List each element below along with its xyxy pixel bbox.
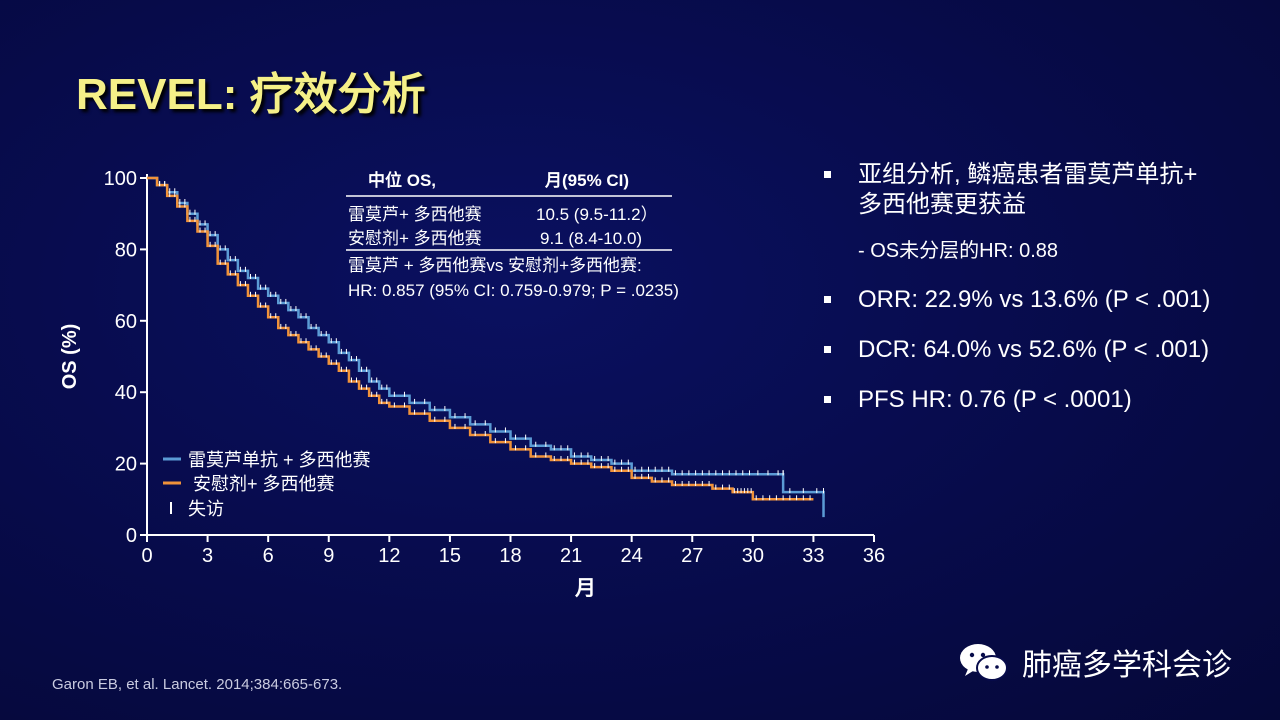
x-tick-label: 36 <box>863 545 885 567</box>
bullet-square-icon <box>824 346 831 353</box>
x-tick-label: 3 <box>202 545 213 567</box>
y-tick-label: 0 <box>126 525 137 547</box>
table-row-pbo-value: 9.1 (8.4-10.0) <box>540 229 642 248</box>
bullet-subgroup-line1: 亚组分析, 鳞癌患者雷莫芦单抗+ <box>858 161 1198 188</box>
x-tick-label: 15 <box>439 545 461 567</box>
x-tick-label: 24 <box>621 545 643 567</box>
bullet-square-icon <box>824 296 831 303</box>
x-tick-label: 21 <box>560 545 582 567</box>
x-tick-label: 6 <box>263 545 274 567</box>
watermark: 肺癌多学科会诊 <box>958 640 1232 684</box>
bullet-square-icon <box>824 396 831 403</box>
table-comparison: 雷莫芦 + 多西他赛vs 安慰剂+多西他赛: <box>348 255 642 275</box>
bullet-orr-text: ORR: 22.9% vs 13.6% (P < .001) <box>858 286 1211 313</box>
legend-label-ramucirumab: 雷莫芦单抗 + 多西他赛 <box>188 450 371 470</box>
y-tick-label: 40 <box>115 382 137 404</box>
x-tick-label: 27 <box>681 545 703 567</box>
wechat-icon <box>960 644 1008 681</box>
slide-title: REVEL: 疗效分析 <box>76 70 426 119</box>
median-os-table: 中位 OS, 月(95% CI) 雷莫芦+ 多西他赛 10.5 (9.5-11.2） 安… <box>346 170 679 300</box>
bullet-pfs-text: PFS HR: 0.76 (P < .0001) <box>858 386 1132 413</box>
watermark-text: 肺癌多学科会诊 <box>1022 649 1232 682</box>
chart-censor-marks <box>159 181 825 501</box>
bullet-orr: ORR: 22.9% vs 13.6% (P < .001) <box>822 285 1272 315</box>
table-row-ram-value: 10.5 (9.5-11.2） <box>536 205 658 224</box>
y-tick-label: 20 <box>115 454 137 476</box>
y-tick-label: 60 <box>115 311 137 333</box>
bullet-subgroup-line2: 多西他赛更获益 <box>858 191 1026 218</box>
y-tick-label: 100 <box>104 168 137 190</box>
x-tick-label: 9 <box>323 545 334 567</box>
x-axis-label: 月 <box>574 577 596 600</box>
table-hr: HR: 0.857 (95% CI: 0.759-0.979; P = .023… <box>348 281 679 300</box>
x-tick-label: 0 <box>141 545 152 567</box>
x-tick-label: 18 <box>499 545 521 567</box>
sub-bullet-hr: - OS未分层的HR: 0.88 <box>858 240 1059 262</box>
y-axis-label: OS (%) <box>59 324 81 390</box>
bullet-dcr: DCR: 64.0% vs 52.6% (P < .001) <box>822 335 1272 365</box>
x-tick-label: 12 <box>378 545 400 567</box>
legend-label-placebo: 安慰剂+ 多西他赛 <box>193 474 335 494</box>
legend-label-censored: 失访 <box>188 499 224 519</box>
bullet-dcr-text: DCR: 64.0% vs 52.6% (P < .001) <box>858 336 1210 363</box>
bullet-pfs: PFS HR: 0.76 (P < .0001) <box>822 385 1272 415</box>
table-header-ci: 月(95% CI) <box>544 171 629 190</box>
bullet-square-icon <box>824 171 831 178</box>
table-row-ram-arm: 雷莫芦+ 多西他赛 <box>348 204 482 224</box>
citation: Garon EB, et al. Lancet. 2014;384:665-67… <box>52 676 343 693</box>
x-tick-label: 30 <box>742 545 764 567</box>
table-row-pbo-arm: 安慰剂+ 多西他赛 <box>348 228 482 248</box>
table-header-median: 中位 OS, <box>368 170 436 190</box>
y-tick-label: 80 <box>115 239 137 261</box>
bullet-list: 亚组分析, 鳞癌患者雷莫芦单抗+ 多西他赛更获益 - OS未分层的HR: 0.8… <box>822 160 1272 435</box>
bullet-subgroup: 亚组分析, 鳞癌患者雷莫芦单抗+ 多西他赛更获益 <box>822 160 1272 220</box>
x-tick-label: 33 <box>802 545 824 567</box>
